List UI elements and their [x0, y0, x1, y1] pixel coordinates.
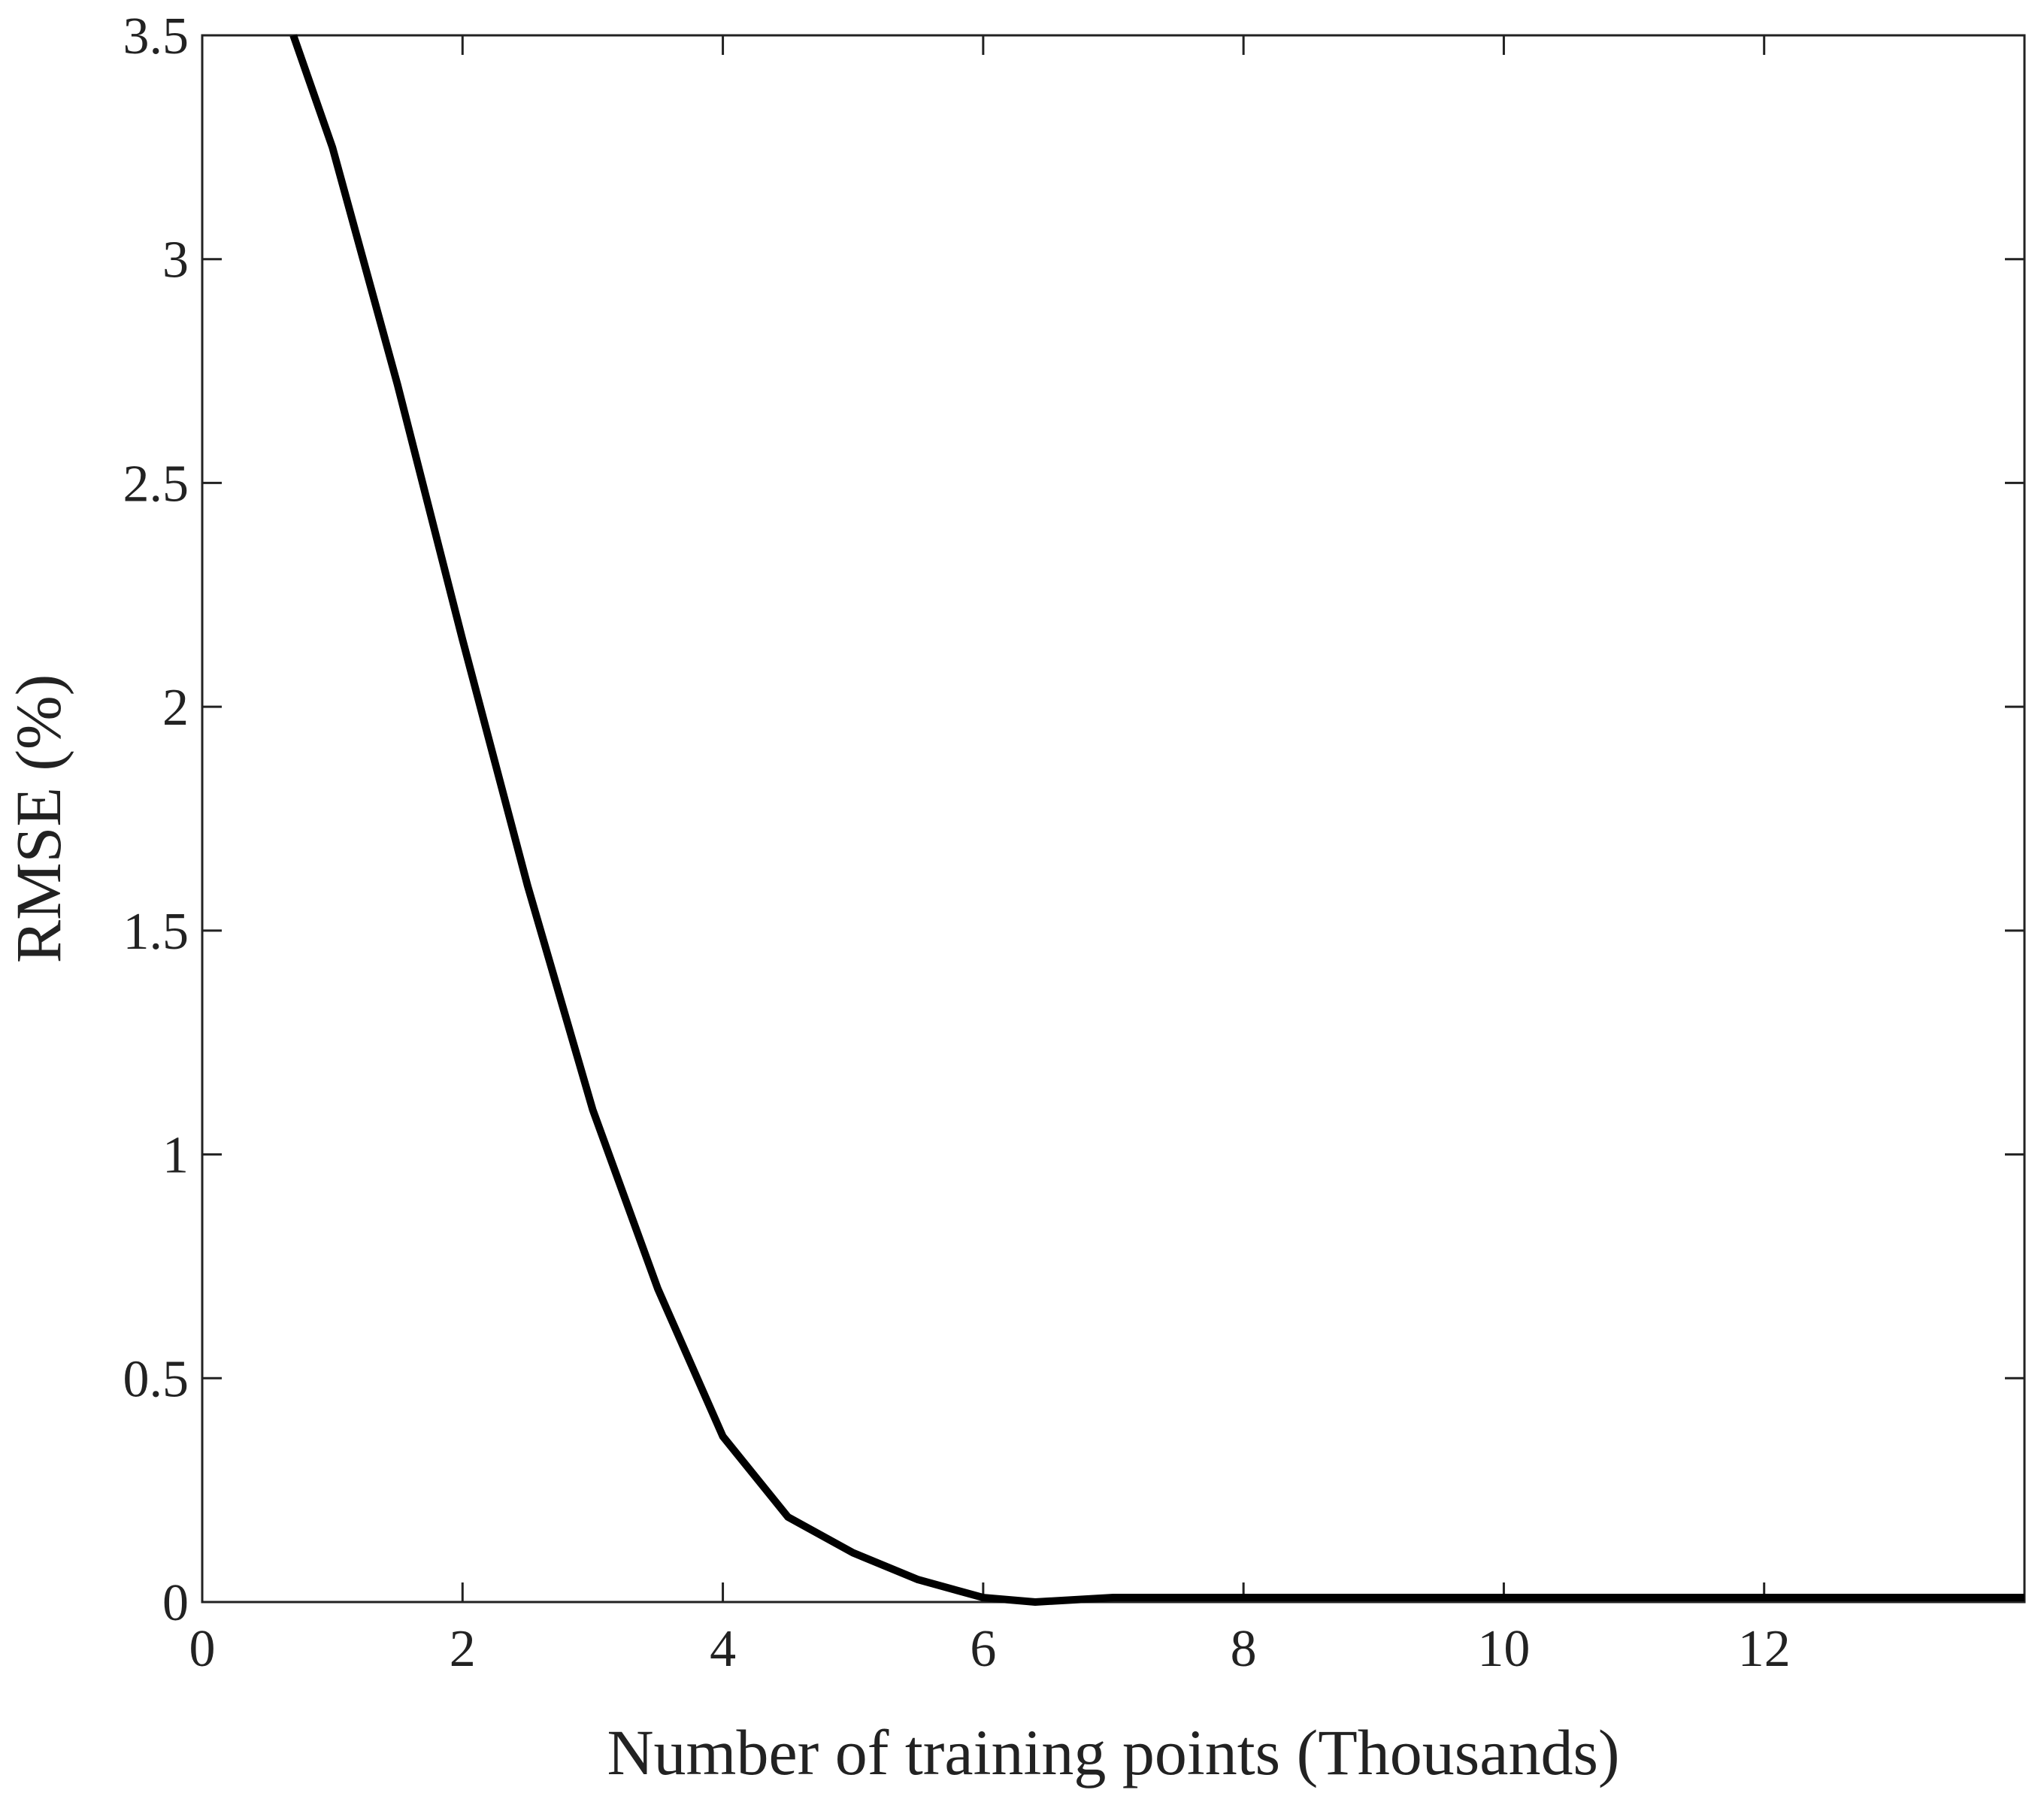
- x-tick-label: 2: [450, 1620, 476, 1678]
- x-tick-label: 12: [1738, 1620, 1791, 1678]
- x-tick-label: 0: [189, 1620, 216, 1678]
- y-tick-label: 0: [162, 1574, 189, 1632]
- x-tick-label: 10: [1477, 1620, 1530, 1678]
- y-tick-label: 2: [162, 679, 189, 737]
- y-tick-label: 3: [162, 232, 189, 289]
- y-tick-label: 1.5: [123, 903, 189, 961]
- x-axis-label: Number of training points (Thousands): [607, 1716, 1619, 1788]
- y-tick-label: 1: [162, 1127, 189, 1185]
- x-tick-label: 8: [1231, 1620, 1257, 1678]
- x-tick-label: 6: [970, 1620, 996, 1678]
- x-tick-label: 4: [710, 1620, 736, 1678]
- y-tick-label: 2.5: [123, 455, 189, 513]
- y-tick-label: 0.5: [123, 1350, 189, 1408]
- plot-frame: [201, 34, 2026, 1604]
- y-tick-label: 3.5: [123, 8, 189, 65]
- y-axis-label: RMSE (%): [2, 674, 74, 964]
- data-line: [289, 34, 2024, 1606]
